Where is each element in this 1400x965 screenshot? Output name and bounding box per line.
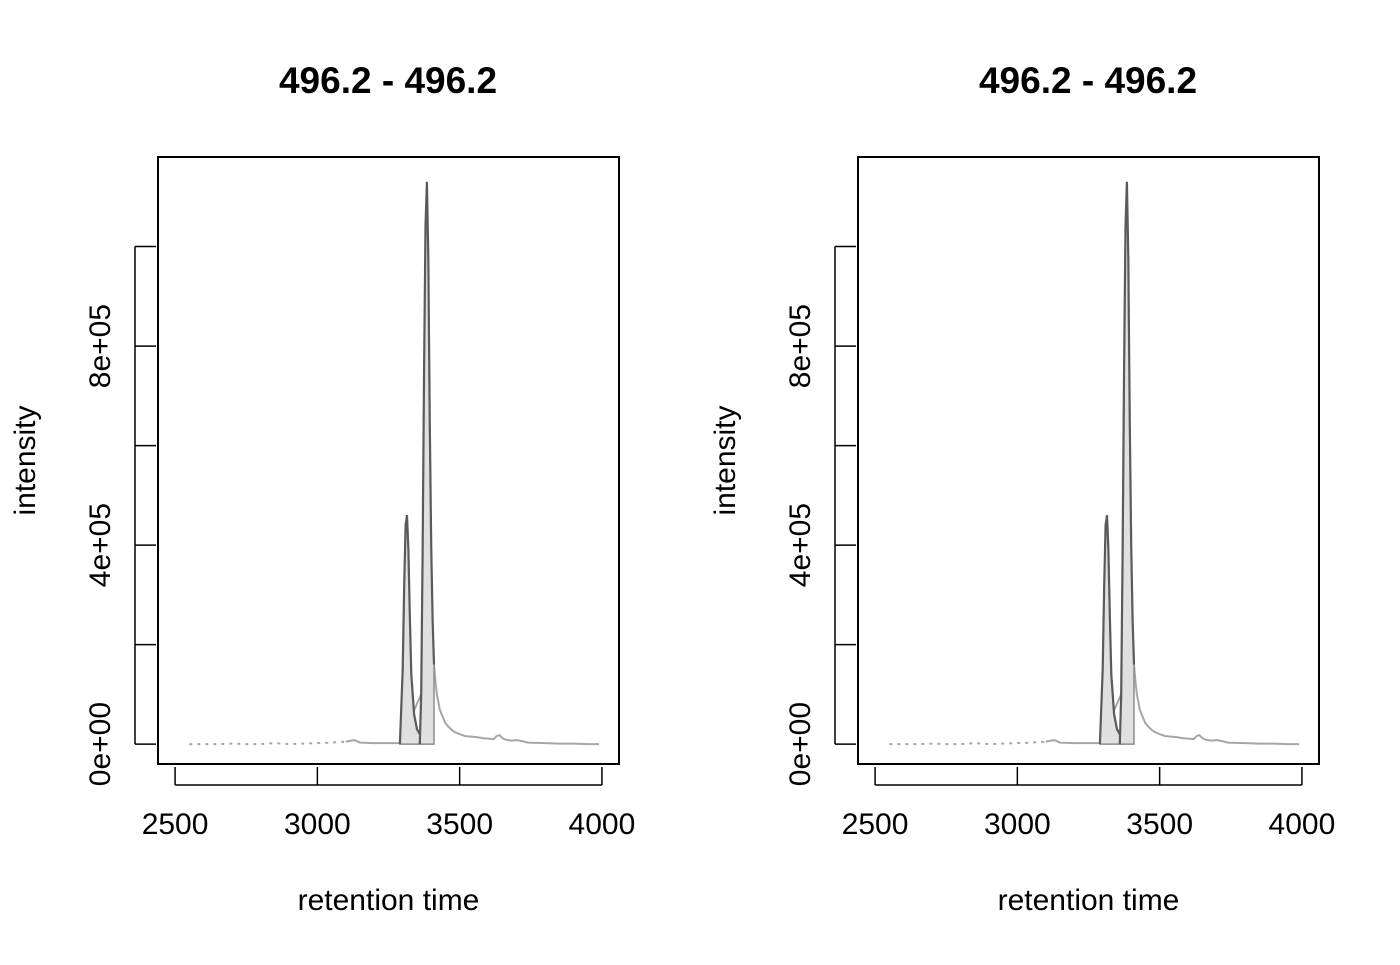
peak-2-line xyxy=(1118,181,1136,745)
chart-title: 496.2 - 496.2 xyxy=(979,60,1197,101)
y-tick-label: 0e+00 xyxy=(84,702,117,786)
peak-1-line xyxy=(398,515,424,745)
trace-line xyxy=(1045,664,1300,746)
plot-frame xyxy=(157,156,620,765)
x-tick-label: 4000 xyxy=(1269,808,1336,841)
y-axis-label: intensity xyxy=(709,405,742,515)
x-tick-label: 4000 xyxy=(569,808,636,841)
y-tick-label: 8e+05 xyxy=(784,304,817,388)
plot-frame xyxy=(857,156,1320,765)
x-tick-label: 2500 xyxy=(842,808,909,841)
y-axis-label: intensity xyxy=(9,405,42,515)
peak-1-line xyxy=(1098,515,1124,745)
chart-title: 496.2 - 496.2 xyxy=(279,60,497,101)
peak-2-line xyxy=(418,181,436,745)
y-tick-label: 4e+05 xyxy=(84,503,117,587)
x-tick-label: 3000 xyxy=(984,808,1051,841)
x-tick-label: 2500 xyxy=(142,808,209,841)
y-tick-label: 4e+05 xyxy=(784,503,817,587)
x-tick-label: 3500 xyxy=(426,808,493,841)
x-axis-label: retention time xyxy=(998,884,1180,917)
trace-line xyxy=(345,664,600,746)
trace-baseline-line xyxy=(889,740,1046,746)
x-tick-label: 3500 xyxy=(1126,808,1193,841)
x-axis-label: retention time xyxy=(298,884,480,917)
trace-baseline-line xyxy=(189,740,346,746)
chart-panel-right: 496.2 - 496.2 2500 3000 3500 4000 0e+00 4e+05 8… xyxy=(709,60,1335,917)
y-tick-label: 0e+00 xyxy=(784,702,817,786)
x-tick-label: 3000 xyxy=(284,808,351,841)
chart-panel-left: 496.2 - 496.2 2500 3000 3500 4000 0e+00 4e+05 8… xyxy=(9,60,635,917)
y-tick-label: 8e+05 xyxy=(84,304,117,388)
